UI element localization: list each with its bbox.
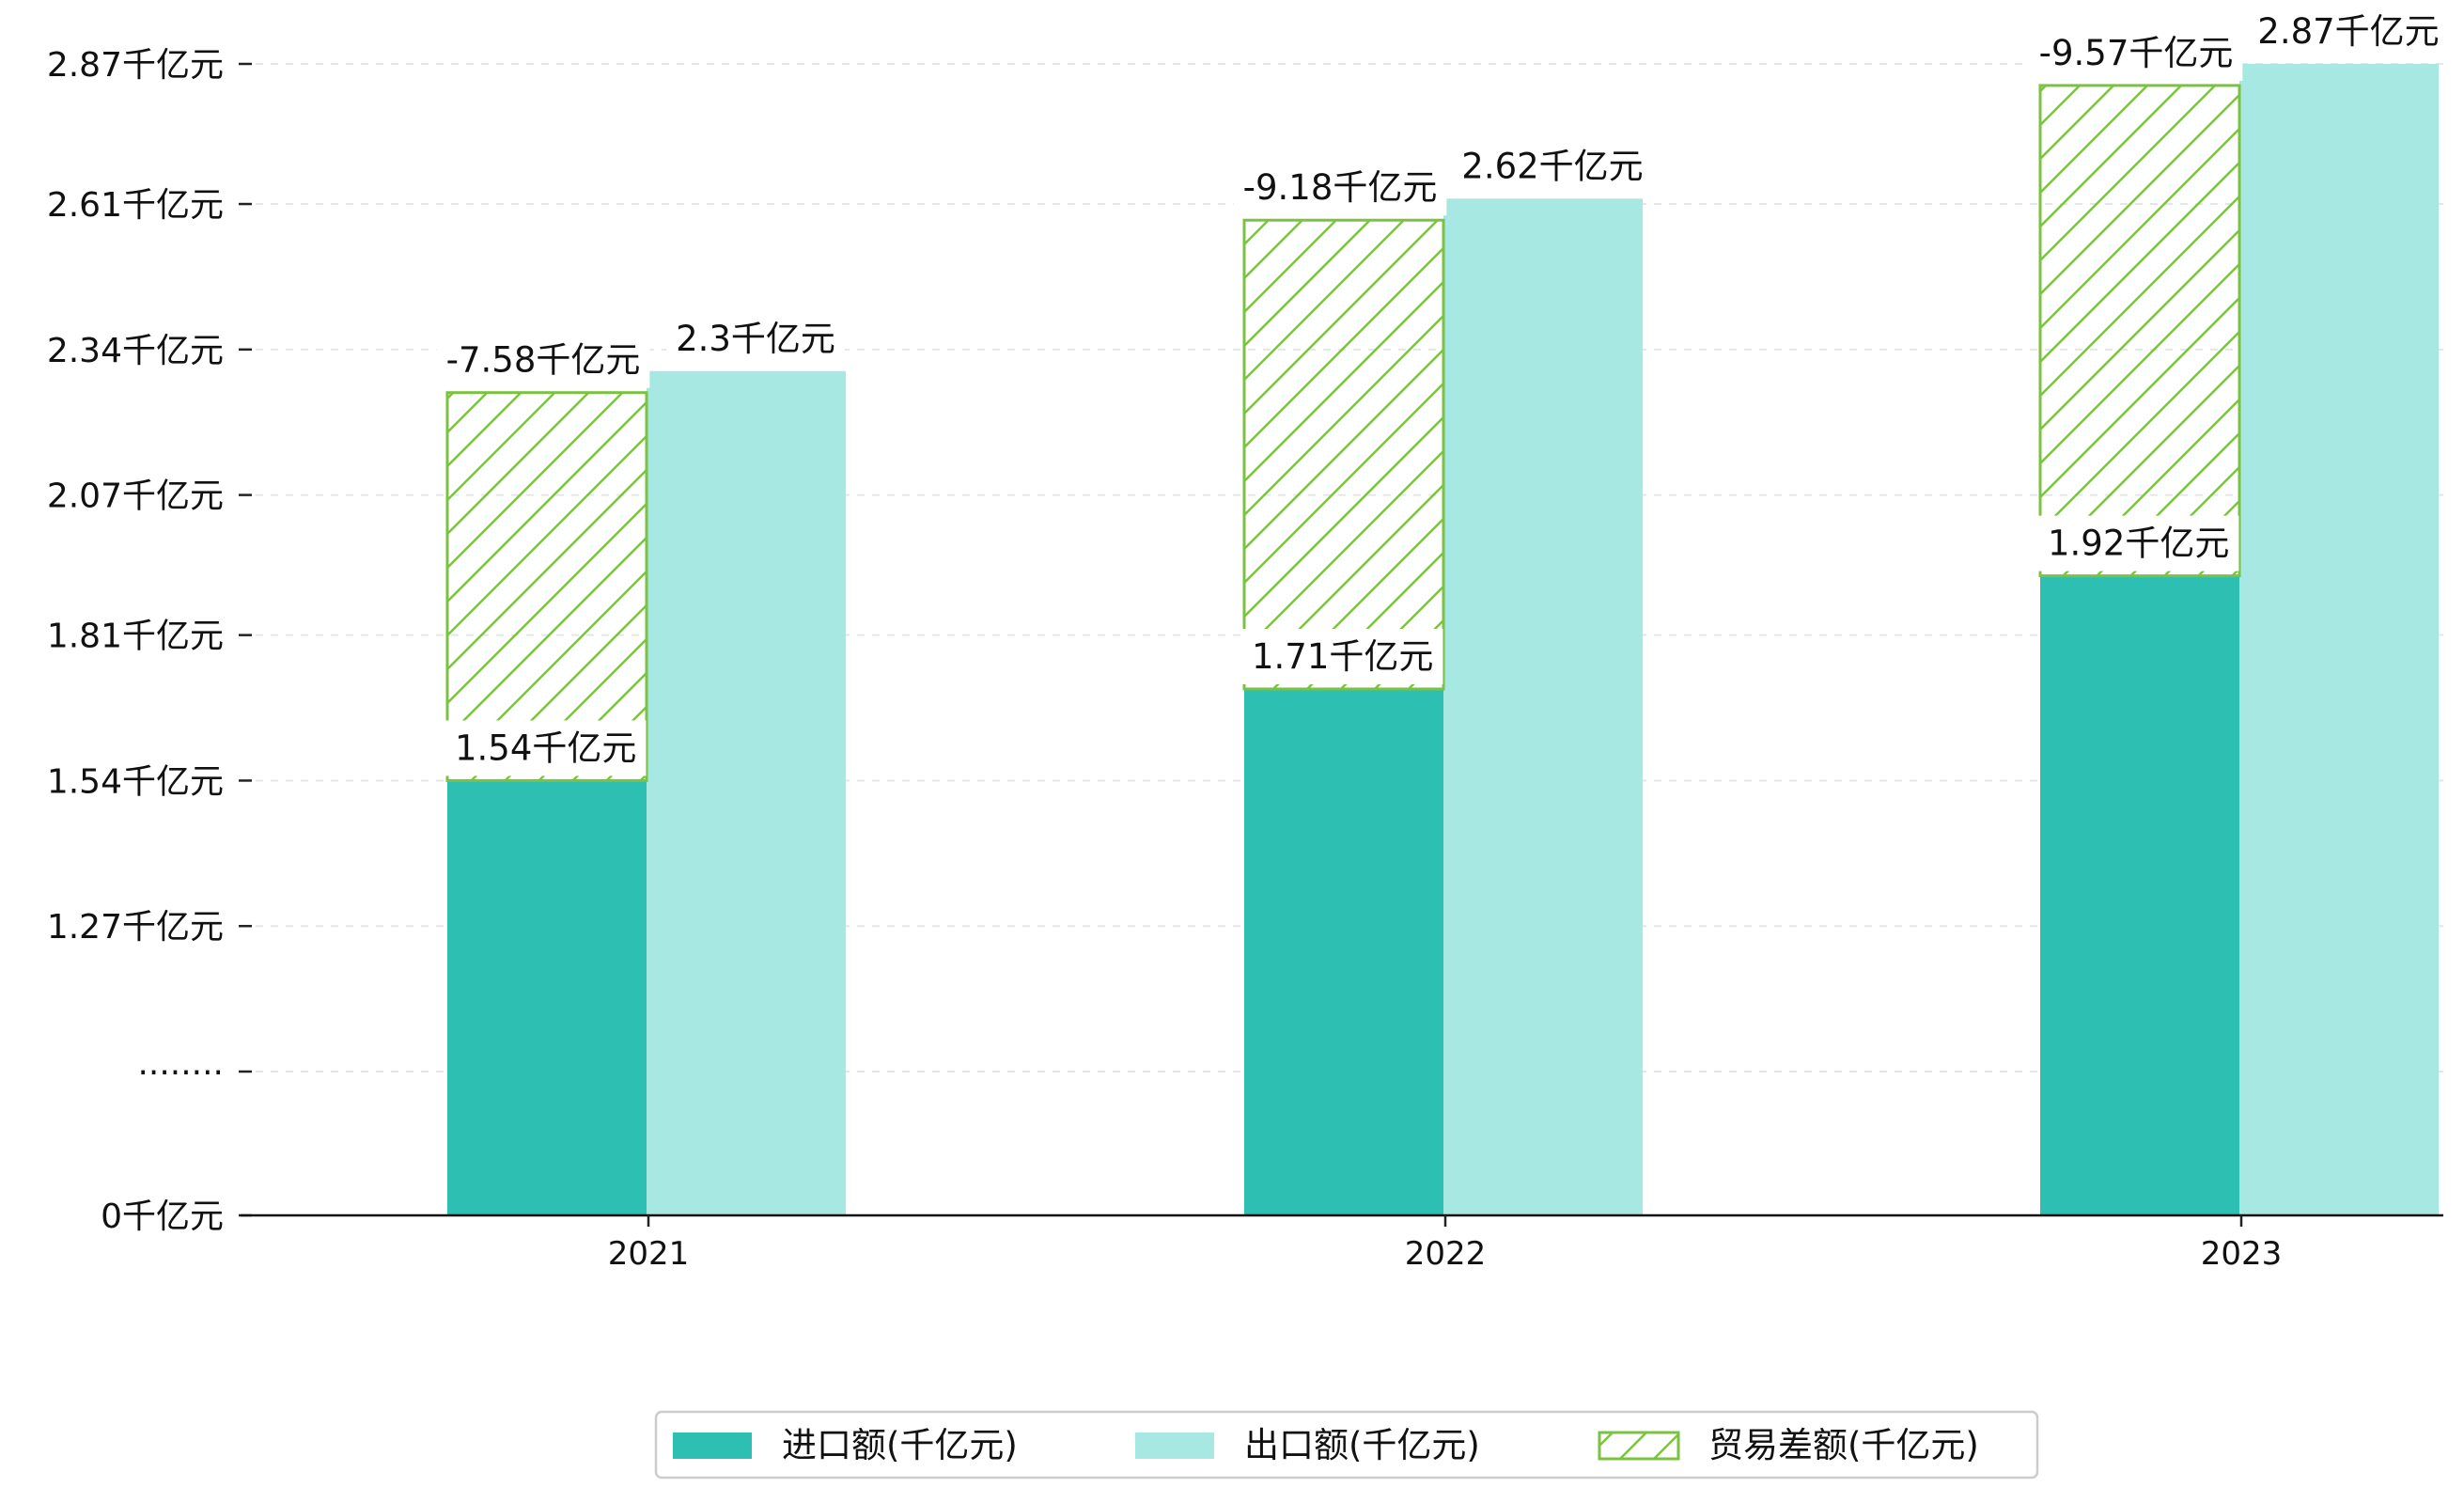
data-label-background [1452,138,1653,195]
trade-balance-bar [445,391,648,782]
export-bar [647,370,846,1215]
import-bar [1244,688,1443,1215]
y-tick-label: 2.34千亿元 [47,332,224,370]
import-bar [447,780,647,1215]
export-value-label: 2.87千亿元 [2257,11,2439,52]
y-tick-label: 1.27千亿元 [47,908,224,947]
import-value-label: 1.92千亿元 [2048,524,2229,564]
legend-box [654,1410,2039,1480]
trade-balance-value-label: -9.57千亿元 [2039,33,2234,73]
legend-swatch [1135,1433,1214,1459]
data-label-background [2038,515,2239,571]
trade-balance-value-label: -9.18千亿元 [1243,167,1438,208]
data-label-background [2029,24,2243,81]
y-tick-label: 2.87千亿元 [47,46,224,85]
legend-label: 贸易差额(千亿元) [1708,1425,1979,1465]
y-tick-label: ········ [137,1054,224,1092]
data-label-background [666,310,845,367]
y-tick-label: 2.07千亿元 [47,478,224,516]
import-bar [2040,575,2239,1215]
axes: 0千亿元 ········ 1.27千亿元 1.54千亿元 1.81千亿元 2.07千亿元… [47,46,2443,1273]
export-value-label: 2.3千亿元 [676,319,835,359]
legend-label: 出口额(千亿元) [1244,1425,1480,1465]
data-labels: 2.3千亿元 -7.58千亿元 1.54千亿元 2.62千亿元 -9.18千亿元 1.71… [436,4,2449,776]
import-value-label: 1.54千亿元 [455,728,636,768]
x-tick-label: 2023 [2201,1235,2283,1273]
legend-swatch [1598,1431,1680,1461]
data-label-background [2248,4,2449,59]
x-tick-label: 2021 [608,1235,690,1273]
export-bar [2239,64,2439,1215]
data-label-background [1242,628,1443,684]
legend: 进口额(千亿元) 出口额(千亿元) 贸易差额(千亿元) [654,1410,2039,1480]
y-tick-label: 2.61千亿元 [47,186,224,225]
trade-balance-bar [2038,84,2241,578]
export-bar [1443,198,1643,1215]
data-label-background [1233,160,1447,216]
trade-balance-value-label: -7.58千亿元 [446,340,641,381]
legend-label: 进口额(千亿元) [782,1425,1018,1465]
x-tick-label: 2022 [1405,1235,1487,1273]
bars [445,64,2439,1215]
legend-swatch [673,1433,752,1459]
data-label-background [436,332,650,388]
trade-balance-bar [1242,218,1445,691]
y-tick-label: 0千亿元 [101,1198,224,1236]
data-label-background [445,720,647,776]
export-value-label: 2.62千亿元 [1461,146,1643,186]
y-tick-label: 1.81千亿元 [47,618,224,656]
y-tick-label: 1.54千亿元 [47,762,224,801]
import-value-label: 1.71千亿元 [1252,636,1433,677]
